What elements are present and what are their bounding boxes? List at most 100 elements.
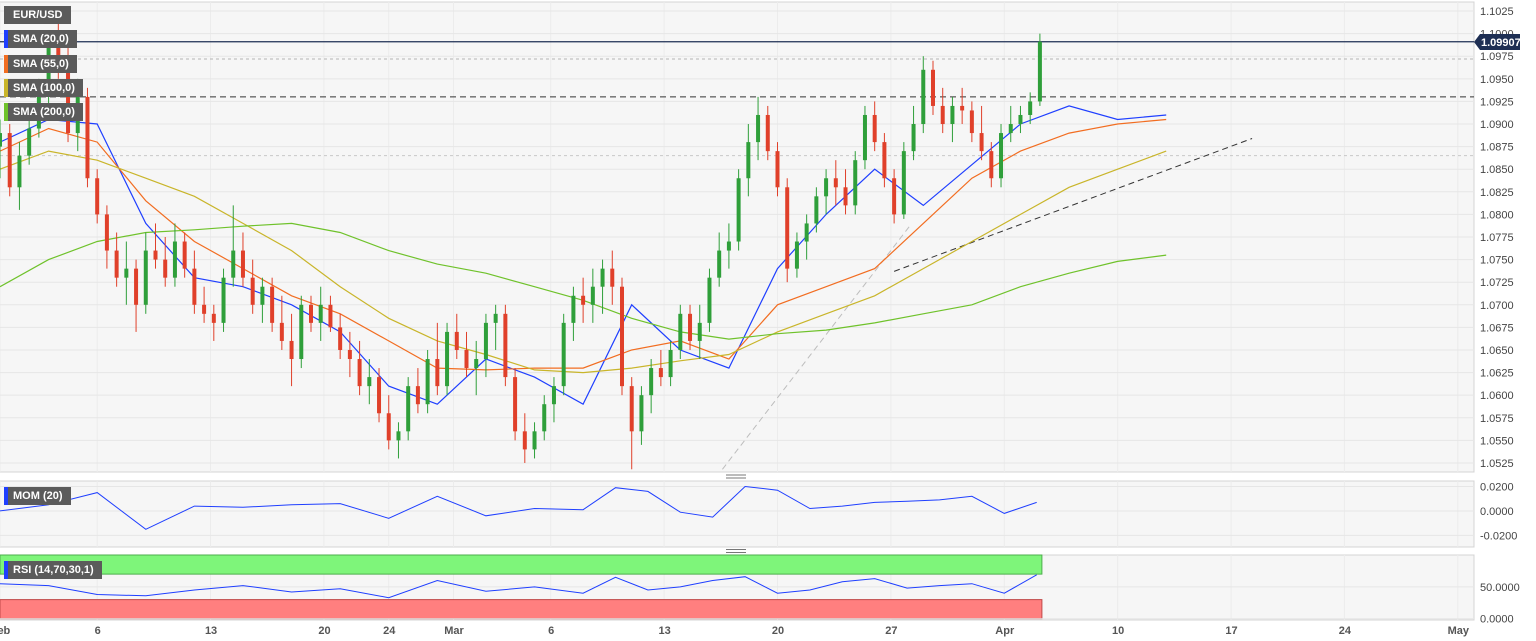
x-tick-label: 20 [772, 625, 784, 637]
candle-body [717, 250, 722, 278]
x-tick-label: May [1448, 625, 1470, 637]
sma-line [0, 118, 1167, 371]
candle-body [862, 114, 867, 161]
candle [619, 277, 624, 396]
candle [240, 232, 245, 287]
legend-sma-55[interactable]: SMA (55,0) [4, 55, 77, 73]
candle-body [318, 304, 323, 323]
legend-momentum[interactable]: MOM (20) [4, 487, 71, 505]
candle-body [756, 114, 761, 143]
x-tick-label: 13 [205, 625, 217, 637]
candle-body [561, 322, 566, 387]
candle [532, 422, 537, 459]
sma-line [0, 150, 1167, 374]
price-tick-label: 1.0725 [1480, 277, 1514, 289]
candle [950, 96, 955, 143]
candle-body [250, 277, 255, 305]
candle-body [824, 178, 829, 197]
x-tick-label: Apr [995, 625, 1015, 637]
candle [192, 250, 197, 314]
candle-body [85, 96, 90, 179]
candle [435, 322, 440, 396]
legend-eurusd[interactable]: EUR/USD [4, 6, 71, 24]
candle [377, 368, 382, 423]
candle-body [775, 151, 780, 188]
candle-body [551, 386, 556, 405]
candle [143, 232, 148, 314]
candle-body [347, 349, 352, 360]
trendline [722, 224, 911, 470]
candle [221, 268, 226, 332]
candle-body [153, 250, 158, 260]
candle [260, 277, 265, 323]
legend-eurusd-label: EUR/USD [13, 9, 63, 21]
candle [1037, 33, 1042, 106]
x-tick-label: Feb [0, 625, 11, 637]
candle-body [999, 133, 1004, 179]
last-price-label: 1.09907 [1481, 37, 1521, 49]
candle-body [581, 295, 586, 305]
momentum-tick-label: 0.0200 [1480, 482, 1514, 494]
candle-body [299, 304, 304, 360]
momentum-line [0, 485, 1037, 530]
candle [211, 304, 216, 341]
candle-body [765, 114, 770, 152]
candle-body [27, 128, 32, 156]
candle-body [979, 133, 984, 152]
candle [270, 277, 275, 332]
candle-body [377, 377, 382, 414]
candle-body [950, 105, 955, 125]
candle-body [707, 277, 712, 323]
candle [668, 340, 673, 387]
candle [736, 169, 741, 251]
candle-body [571, 295, 576, 323]
panel-resize-handle[interactable] [726, 549, 746, 553]
rsi-oversold-zone [0, 599, 1043, 620]
price-tick-label: 1.0825 [1480, 187, 1514, 199]
candle-body [406, 386, 411, 432]
momentum-panel [0, 480, 1475, 548]
legend-sma-100[interactable]: SMA (100,0) [4, 79, 83, 97]
legend-rsi[interactable]: RSI (14,70,30,1) [4, 561, 102, 579]
candle-body [619, 286, 624, 387]
price-tick-label: 1.0775 [1480, 232, 1514, 244]
candle [960, 87, 965, 125]
candle-body [513, 377, 518, 432]
candle-body [231, 250, 236, 278]
candle [7, 124, 12, 197]
candle-body [600, 268, 605, 287]
candle-body [270, 286, 275, 323]
candle-body [542, 404, 547, 432]
candle [989, 142, 994, 188]
candle-body [0, 133, 2, 147]
candle-body [357, 359, 362, 387]
candle-body [386, 413, 391, 441]
candle [503, 304, 508, 387]
candle-body [804, 223, 809, 242]
candle-body [435, 359, 440, 387]
candle [571, 286, 576, 341]
candle [454, 313, 459, 360]
panel-resize-handle[interactable] [726, 474, 746, 479]
x-tick-label: 10 [1112, 625, 1124, 637]
candle [445, 322, 450, 396]
x-tick-label: 24 [1339, 625, 1352, 637]
candle-body [124, 268, 129, 278]
candle [775, 142, 780, 197]
price-tick-label: 1.0950 [1480, 74, 1514, 86]
candle-body [114, 250, 119, 278]
legend-sma-200[interactable]: SMA (200,0) [4, 103, 83, 121]
legend-sma-20[interactable]: SMA (20,0) [4, 30, 77, 48]
candle [464, 331, 469, 378]
candle-body [911, 124, 916, 152]
candle [833, 160, 838, 206]
candle [824, 169, 829, 215]
candle-body [629, 386, 634, 432]
candle-body [367, 377, 372, 387]
candle-body [328, 304, 333, 328]
candle-body [678, 313, 683, 350]
candle [1018, 105, 1023, 134]
candle-body [726, 241, 731, 251]
candle [474, 340, 479, 396]
